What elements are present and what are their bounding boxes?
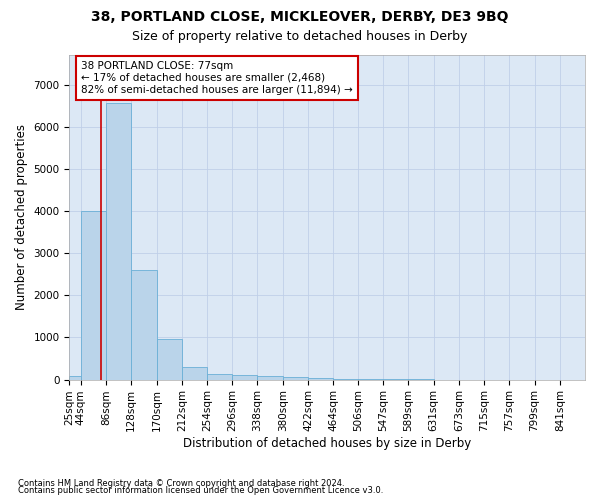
Text: 38, PORTLAND CLOSE, MICKLEOVER, DERBY, DE3 9BQ: 38, PORTLAND CLOSE, MICKLEOVER, DERBY, D… <box>91 10 509 24</box>
Bar <box>333 379 358 380</box>
Bar <box>106 104 131 380</box>
Bar <box>257 376 283 380</box>
Bar <box>232 375 257 380</box>
Y-axis label: Number of detached properties: Number of detached properties <box>15 124 28 310</box>
Bar <box>207 374 232 380</box>
Bar <box>308 378 333 380</box>
X-axis label: Distribution of detached houses by size in Derby: Distribution of detached houses by size … <box>183 437 472 450</box>
Text: Size of property relative to detached houses in Derby: Size of property relative to detached ho… <box>133 30 467 43</box>
Bar <box>131 270 157 380</box>
Bar <box>157 339 182 380</box>
Text: Contains public sector information licensed under the Open Government Licence v3: Contains public sector information licen… <box>18 486 383 495</box>
Bar <box>182 367 207 380</box>
Bar <box>81 211 106 380</box>
Text: 38 PORTLAND CLOSE: 77sqm
← 17% of detached houses are smaller (2,468)
82% of sem: 38 PORTLAND CLOSE: 77sqm ← 17% of detach… <box>81 62 353 94</box>
Bar <box>283 376 308 380</box>
Bar <box>70 376 81 380</box>
Text: Contains HM Land Registry data © Crown copyright and database right 2024.: Contains HM Land Registry data © Crown c… <box>18 478 344 488</box>
